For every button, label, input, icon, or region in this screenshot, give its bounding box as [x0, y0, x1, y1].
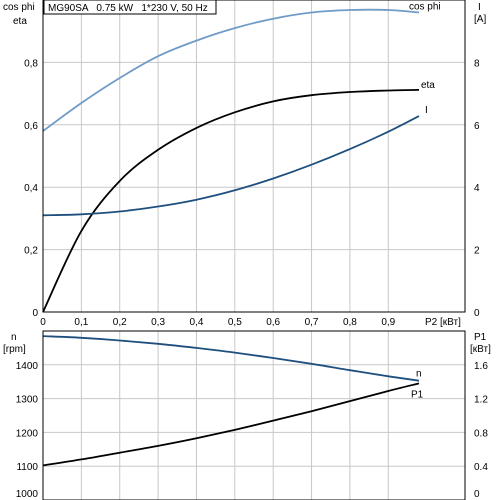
x-tick-label: 0	[40, 317, 46, 328]
cos-phi-curve	[42, 8, 420, 132]
bottom-panel-grid	[42, 331, 465, 500]
top-left-tick-labels: 0 0,2 0,4 0,6 0,8	[24, 58, 38, 319]
bottom-right-tick-label: 0.8	[474, 428, 488, 439]
top-right-tick-label: 6	[474, 121, 480, 132]
bottom-left-tick-labels: 1000 1100 1200 1300 1400	[16, 361, 39, 500]
x-tick-label: 0,8	[343, 317, 357, 328]
bottom-right-axis-label-2: [кВт]	[470, 344, 491, 355]
bottom-series-labels: n P1	[411, 369, 424, 401]
top-panel-curves	[42, 8, 420, 313]
top-right-axis-label-2: [A]	[474, 14, 486, 25]
x-tick-label: 0,6	[266, 317, 280, 328]
i-curve	[42, 115, 420, 217]
top-right-tick-label: 2	[474, 246, 480, 257]
top-x-tick-labels: 0 0,1 0,2 0,3 0,4 0,5 0,6 0,7 0,8 0,9	[40, 317, 395, 328]
top-series-labels: cos phi eta I	[409, 1, 441, 116]
top-panel-grid	[42, 0, 465, 313]
x-tick-label: 0,7	[305, 317, 319, 328]
bottom-panel-curves	[42, 335, 420, 467]
top-left-tick-label: 0,2	[24, 246, 38, 257]
top-right-tick-label: 8	[474, 58, 480, 69]
bottom-left-tick-label: 1200	[16, 428, 39, 439]
bottom-right-tick-label: 1.2	[474, 395, 488, 406]
bottom-left-tick-label: 1400	[16, 361, 39, 372]
bottom-panel-frame	[42, 330, 466, 500]
bottom-right-tick-label: 0	[474, 489, 480, 500]
bottom-left-tick-label: 1000	[16, 489, 39, 500]
top-left-axis-label-1: cos phi	[3, 2, 35, 13]
cos-phi-series-label: cos phi	[409, 1, 441, 12]
x-axis-label: P2 [кВт]	[425, 317, 461, 328]
top-right-tick-label: 4	[474, 183, 480, 194]
x-tick-label: 0,2	[113, 317, 127, 328]
top-left-tick-label: 0	[32, 308, 38, 319]
top-right-tick-labels: 0 2 4 6 8	[474, 58, 480, 319]
top-left-tick-label: 0,4	[24, 183, 38, 194]
top-left-axis-label-2: eta	[13, 16, 27, 27]
n-curve	[42, 335, 420, 382]
top-left-tick-label: 0,8	[24, 58, 38, 69]
n-series-label: n	[416, 369, 422, 380]
p1-curve	[42, 382, 420, 467]
bottom-right-tick-label: 1.6	[474, 361, 488, 372]
x-tick-label: 0,9	[381, 317, 395, 328]
eta-curve	[42, 89, 420, 313]
bottom-left-axis-label-2: [rpm]	[3, 344, 26, 355]
bottom-right-tick-labels: 0 0.4 0.8 1.2 1.6	[474, 361, 488, 500]
top-right-tick-label: 0	[474, 308, 480, 319]
x-tick-label: 0,5	[228, 317, 242, 328]
x-tick-label: 0,3	[151, 317, 165, 328]
chart-title-box	[43, 0, 217, 15]
eta-series-label: eta	[421, 80, 435, 91]
x-tick-label: 0,1	[74, 317, 88, 328]
i-series-label: I	[425, 105, 428, 116]
chart-title: MG90SA 0.75 kW 1*230 V, 50 Hz	[48, 3, 208, 14]
bottom-left-tick-label: 1100	[16, 462, 38, 473]
p1-series-label: P1	[411, 389, 424, 400]
bottom-left-tick-label: 1300	[16, 395, 39, 406]
bottom-left-axis-label-1: n	[11, 332, 17, 343]
top-right-axis-label-1: I	[478, 2, 481, 13]
bottom-right-tick-label: 0.4	[474, 462, 488, 473]
top-panel-frame	[42, 0, 466, 313]
bottom-right-axis-label-1: P1	[474, 332, 487, 343]
x-tick-label: 0,4	[190, 317, 204, 328]
top-left-tick-label: 0,6	[24, 121, 38, 132]
